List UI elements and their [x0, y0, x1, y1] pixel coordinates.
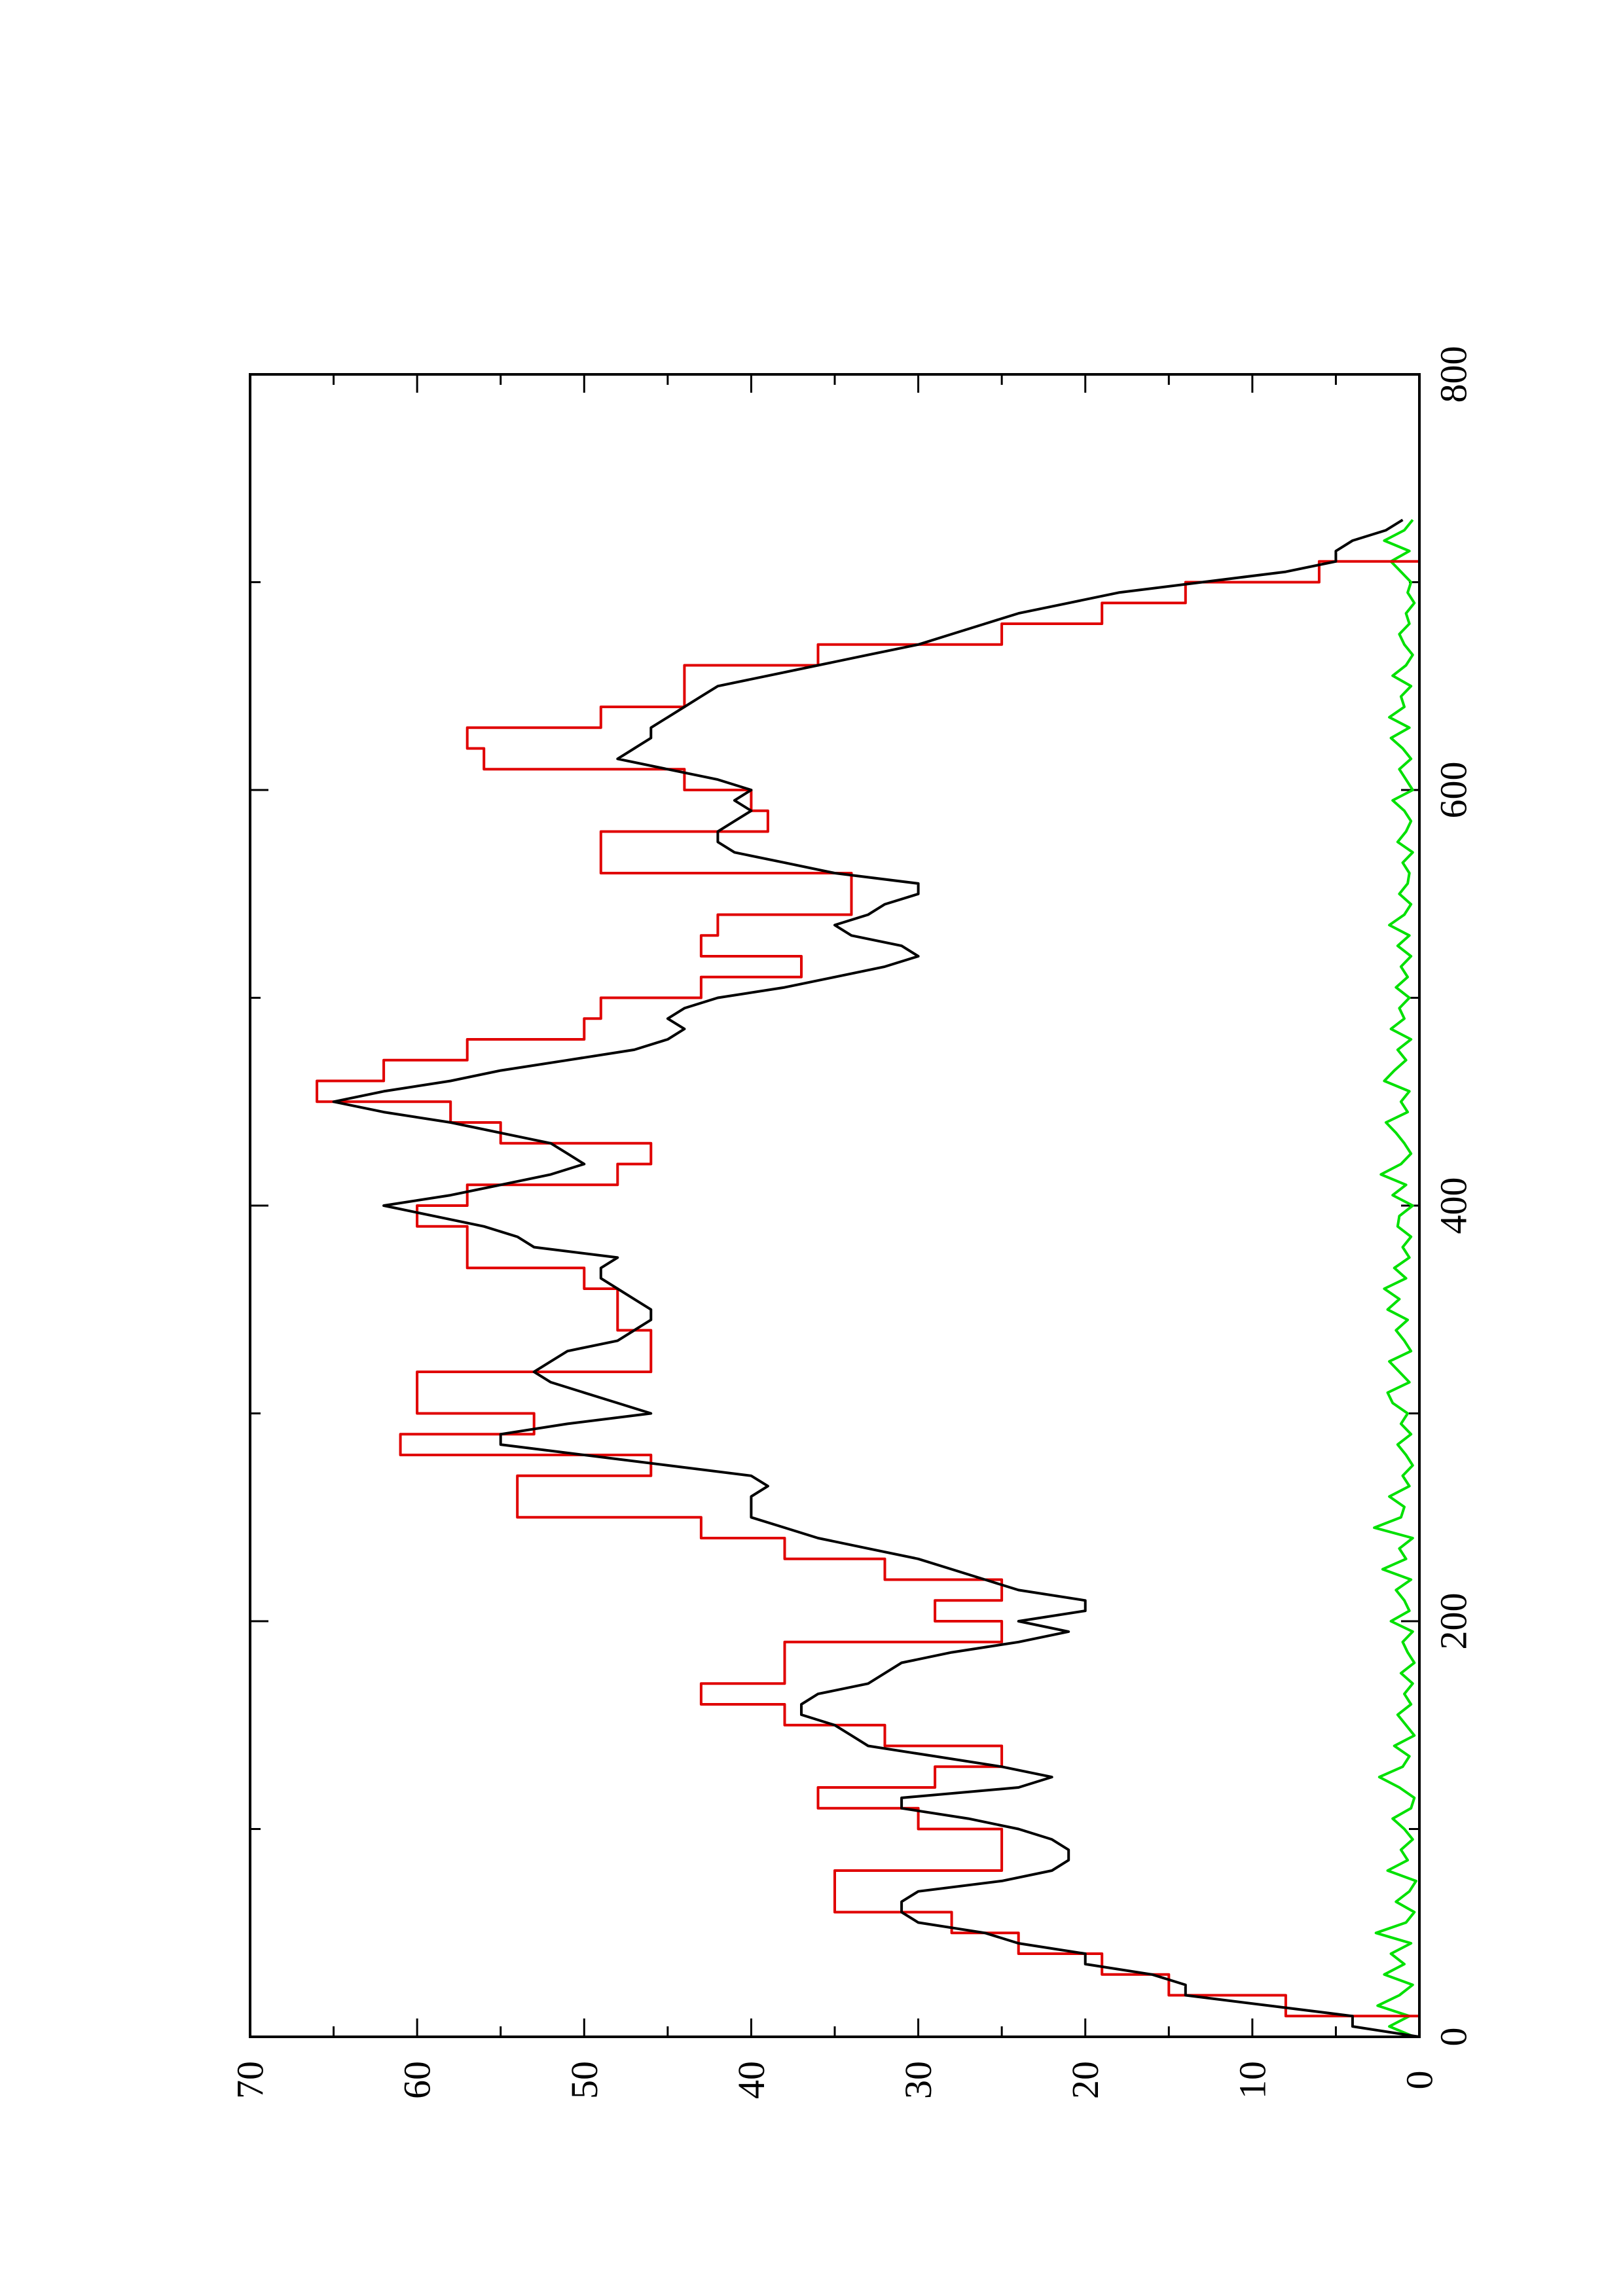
y-tick-label: 50	[563, 2061, 606, 2099]
x-tick-label: 800	[1432, 346, 1475, 403]
x-tick-label: 0	[1432, 2028, 1475, 2047]
y-tick-label: 60	[396, 2061, 439, 2099]
x-tick-labels: 0 200 400 600 800	[1432, 346, 1475, 2047]
series-layer	[316, 518, 1421, 2038]
series-line-3	[1373, 519, 1417, 2038]
y-tick-label: 70	[229, 2061, 272, 2099]
x-tick-label: 600	[1432, 762, 1475, 819]
x-tick-label: 200	[1432, 1593, 1475, 1650]
y-tick-label: 0	[1398, 2071, 1441, 2090]
y-tick-label: 30	[897, 2061, 939, 2099]
y-tick-label: 20	[1064, 2061, 1106, 2099]
plot-frame	[249, 373, 1421, 2038]
series-line-2	[316, 560, 1421, 2037]
series-line-1	[332, 518, 1420, 2038]
x-tick-label: 400	[1432, 1177, 1475, 1234]
y-tick-label: 10	[1231, 2061, 1273, 2099]
y-tick-label: 40	[730, 2061, 773, 2099]
y-tick-labels: 0 10 20 30 40 50 60 70	[229, 2061, 1441, 2099]
